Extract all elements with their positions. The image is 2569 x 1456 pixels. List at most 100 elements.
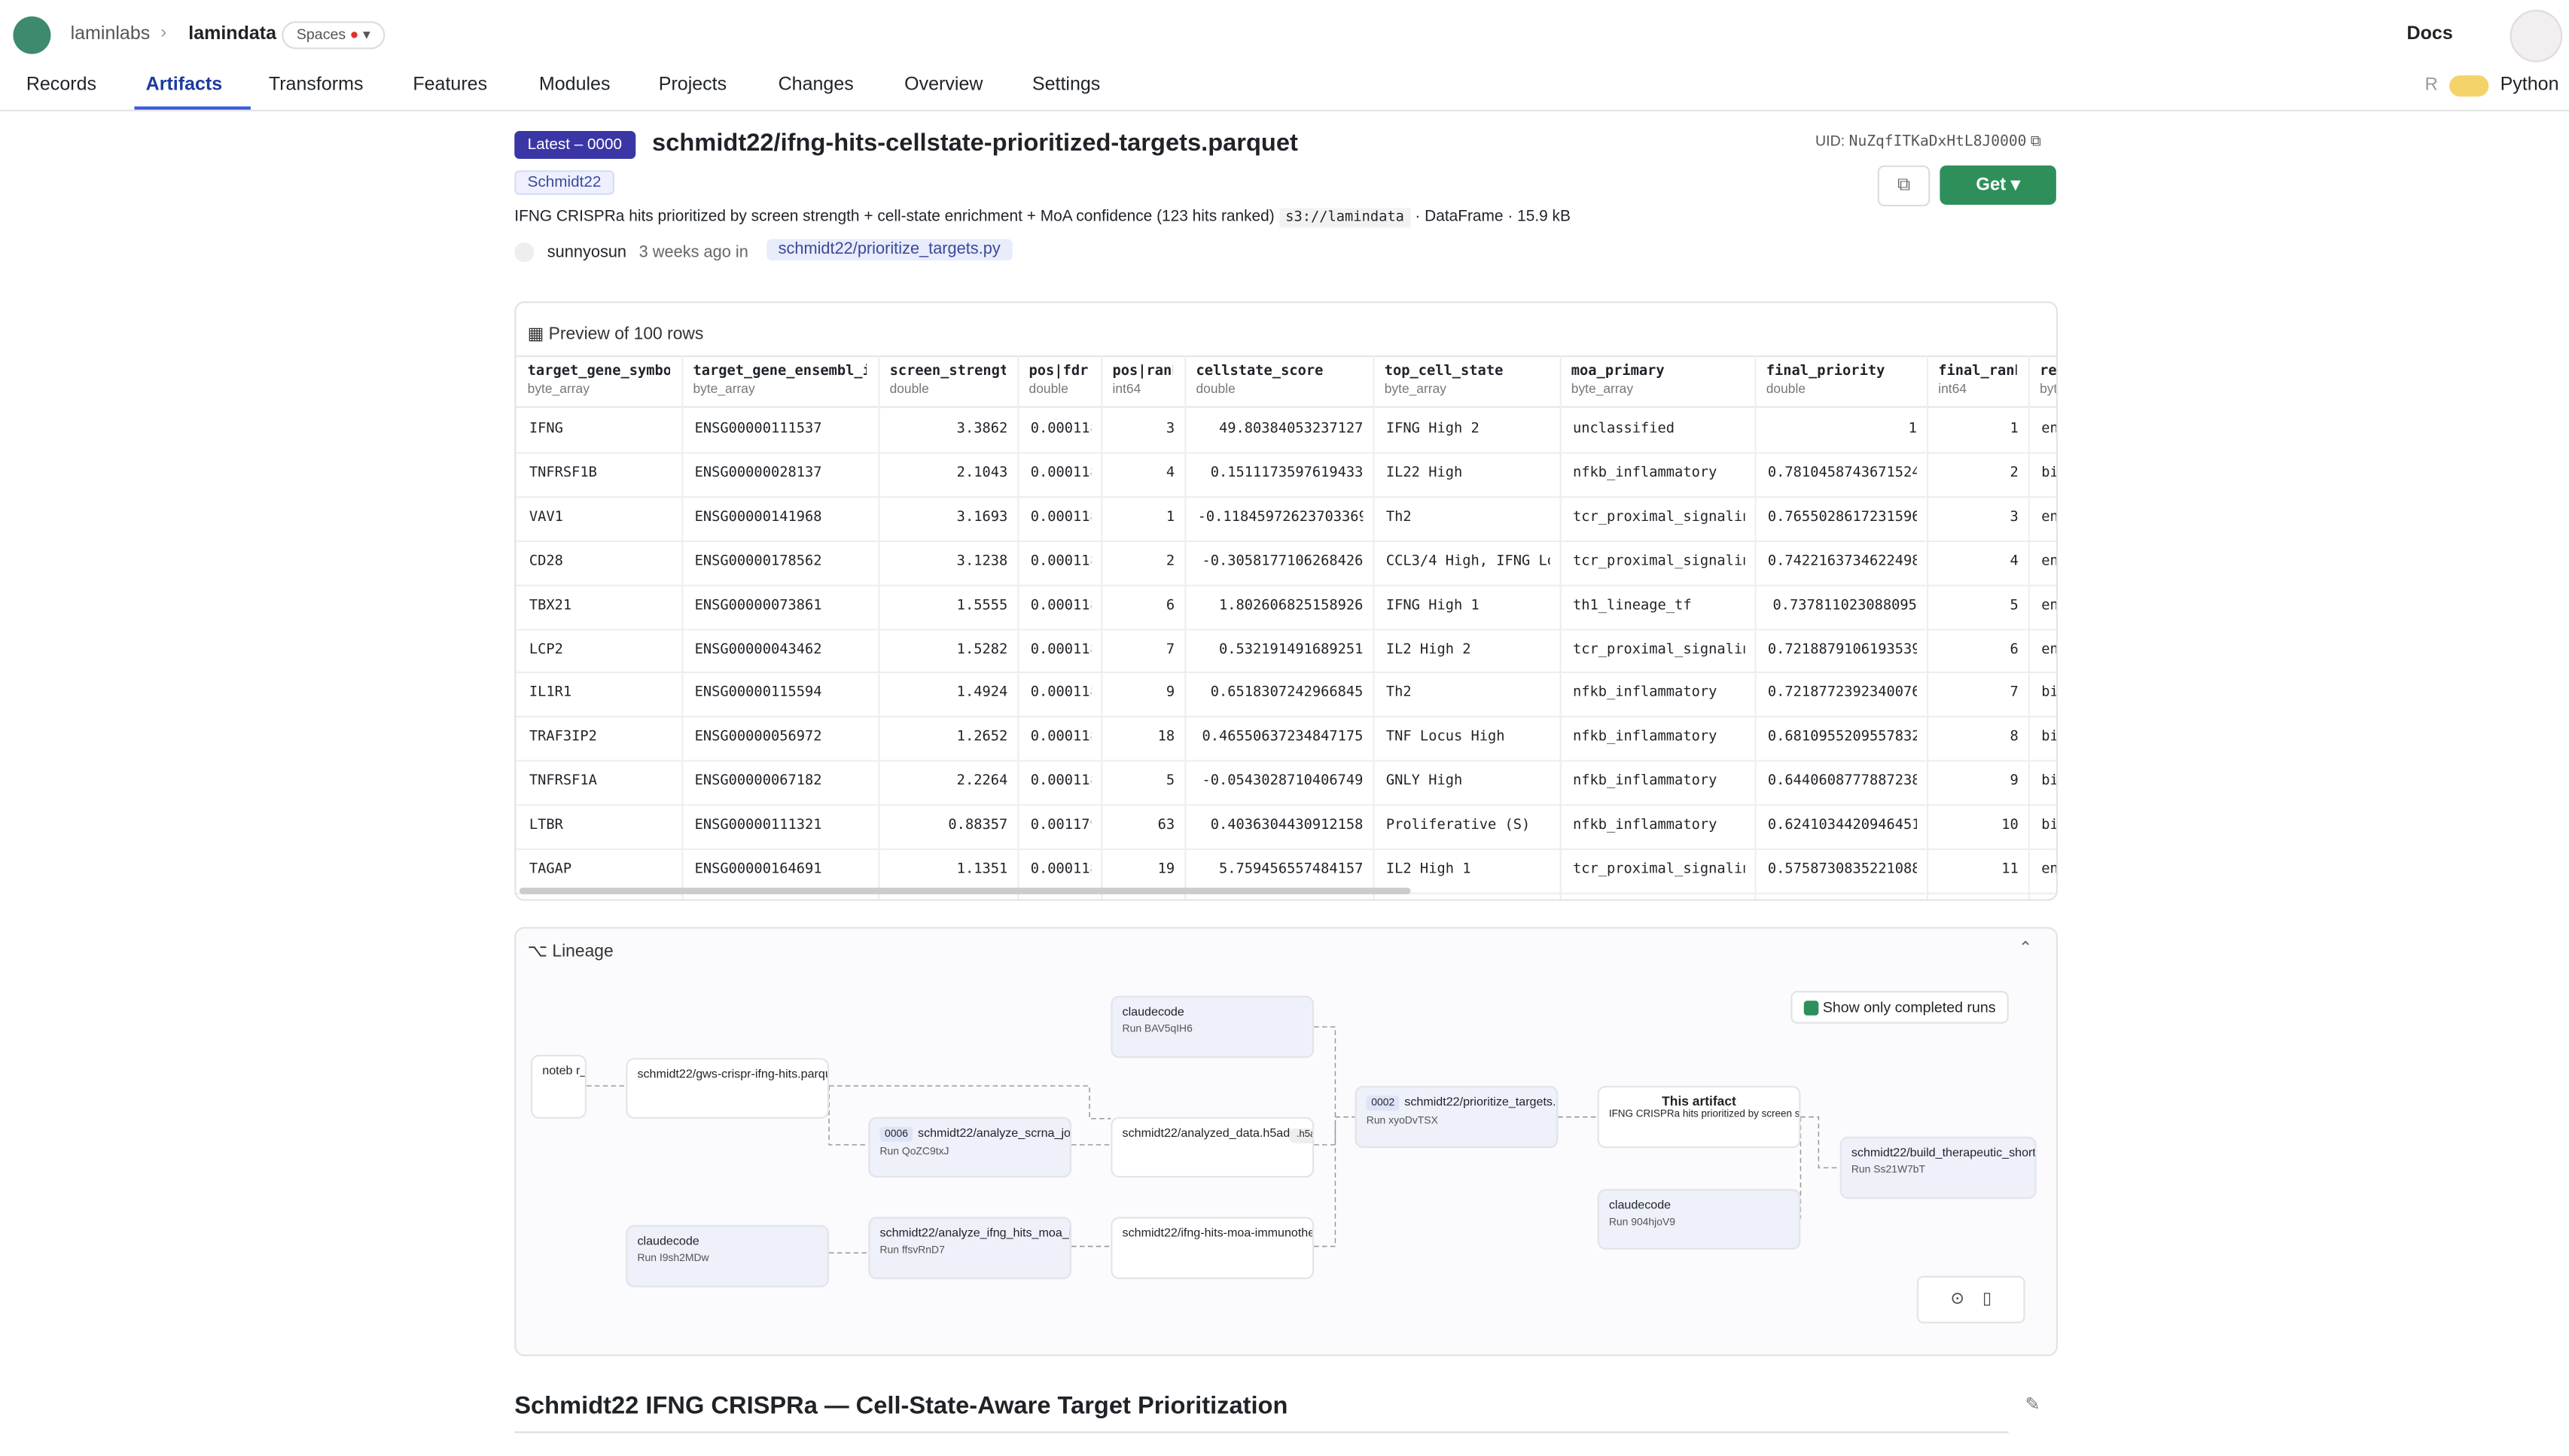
table-cell: ENSG00000164691 <box>694 861 822 879</box>
nav-tab[interactable]: Records <box>26 75 97 96</box>
uid-label: UID: <box>1815 133 1845 149</box>
get-button[interactable]: Get ▾ <box>1940 165 2056 205</box>
column-divider <box>1373 355 1375 900</box>
column-divider <box>1926 355 1929 900</box>
column-type: int64 <box>1112 381 1141 397</box>
nav-tab[interactable]: Modules <box>538 75 611 96</box>
table-cell: 2.2264 <box>956 773 1008 790</box>
node-version: 0006 <box>879 1126 913 1142</box>
active-tab-underline <box>134 106 251 110</box>
table-cell: eng <box>2041 509 2059 525</box>
nav-tab[interactable]: Settings <box>1032 75 1101 96</box>
copy-button[interactable]: ⧉ <box>1877 165 1931 207</box>
table-cell: 10 <box>2001 817 2019 834</box>
lineage-node[interactable]: 0006 schmidt22/analyze_scrna_joined_on_if… <box>868 1116 1072 1178</box>
table-cell: TNFRSF1A <box>529 773 597 790</box>
user[interactable]: sunnyosun <box>547 244 627 263</box>
collapse-button[interactable]: ⌃ <box>2018 940 2033 958</box>
artifact-title: schmidt22/ifng-hits-cellstate-prioritize… <box>652 129 1298 157</box>
nav-tab[interactable]: Features <box>413 75 488 96</box>
table-cell: 0.000118 <box>1030 553 1092 570</box>
column-divider <box>681 355 684 900</box>
version-badge[interactable]: Latest – 0000 <box>514 131 635 160</box>
spaces-button[interactable]: Spaces ● ▾ <box>282 21 386 50</box>
lineage-node[interactable]: claudecode Run BAV5qIH6 <box>1111 995 1315 1058</box>
node-run: Run QoZC9txJ <box>879 1146 949 1159</box>
lineage-node[interactable]: 0002 schmidt22/prioritize_targets.py Run x… <box>1355 1086 1559 1149</box>
table-cell: LTBR <box>529 817 563 834</box>
view-controls[interactable]: ⊙ ▯ <box>1916 1275 2025 1323</box>
nav-tab[interactable]: Transforms <box>268 75 364 96</box>
spaces-label: Spaces <box>296 26 346 43</box>
lang-toggle[interactable] <box>2449 75 2489 97</box>
preview-title: ▦ Preview of 100 rows <box>527 324 704 344</box>
column-header: cellstate_score <box>1196 363 1324 380</box>
row-divider <box>516 760 2056 763</box>
table-cell: -0.11845972623703369 <box>1197 509 1364 525</box>
table-cell: 3.3862 <box>956 421 1008 437</box>
table-cell: eng <box>2041 861 2059 879</box>
instance-link[interactable]: lamindata <box>188 24 277 44</box>
lang-python[interactable]: Python <box>2500 75 2559 96</box>
scrollbar[interactable] <box>519 888 1411 894</box>
uid: UID: NuZqfITKaDxHtL8J0000 ⧉ <box>1815 133 2041 151</box>
nav-tab[interactable]: Overview <box>904 75 983 96</box>
table-cell: 1.1351 <box>956 861 1008 879</box>
nav-tab[interactable]: Changes <box>778 75 854 96</box>
nav-border <box>0 109 2569 111</box>
table-cell: 1.5282 <box>956 641 1008 658</box>
docs-link[interactable]: Docs <box>2406 24 2453 44</box>
lang-r[interactable]: R <box>2424 75 2438 96</box>
lineage-node[interactable]: claudecode Run 904hjoV9 <box>1597 1189 1801 1250</box>
table-cell: 3 <box>1166 421 1175 437</box>
table-cell: 3 <box>2010 509 2019 525</box>
uid-value[interactable]: NuZqfITKaDxHtL8J0000 <box>1848 134 2027 151</box>
table-cell: 0.6518307242966845 <box>1210 685 1364 702</box>
lineage-node[interactable]: noteb r_if... <box>531 1055 587 1119</box>
node-label: claudecode <box>637 1233 699 1248</box>
filter-checkbox[interactable]: Show only completed runs <box>1790 991 2009 1024</box>
table-cell: bic <box>2041 465 2059 482</box>
table-cell: ENSG00000111537 <box>694 421 822 437</box>
column-type: double <box>1029 381 1068 397</box>
table-cell: 9 <box>1166 685 1175 702</box>
edit-button[interactable]: ✎ <box>2025 1395 2040 1415</box>
org-link[interactable]: laminlabs <box>70 24 151 44</box>
transform-link[interactable]: schmidt22/prioritize_targets.py <box>766 239 1012 260</box>
lineage-node[interactable]: This artifact IFNG CRISPRa hits prioritiz… <box>1597 1086 1801 1149</box>
table-cell: 0.5758730835221088 <box>1767 861 1917 879</box>
lineage-node[interactable]: claudecode Run I9sh2MDw <box>626 1225 830 1287</box>
table-cell: IL2 High 2 <box>1385 641 1471 658</box>
lineage-node[interactable]: schmidt22/analyze_ifng_hits_moa_immunoth… <box>868 1217 1072 1280</box>
preview-panel: ▦ Preview of 100 rows target_gene_symbol… <box>514 301 2059 901</box>
node-label: claudecode <box>1608 1197 1672 1212</box>
row-divider <box>516 804 2056 806</box>
column-header: target_gene_ensembl_id <box>693 363 867 380</box>
table-cell: 1.4924 <box>956 685 1008 702</box>
table-cell: ENSG00000178562 <box>694 553 822 570</box>
logo[interactable] <box>13 16 51 54</box>
space-chip[interactable]: Schmidt22 <box>514 170 614 195</box>
storage[interactable]: s3://lamindata <box>1278 208 1411 228</box>
node-run: Run ffsvRnD7 <box>879 1244 945 1256</box>
table-cell: ENSG00000028137 <box>694 465 822 482</box>
lineage-node[interactable]: schmidt22/ifng-hits-moa-immunotherapy-ma… <box>1111 1217 1315 1280</box>
node-label: noteb r_if... <box>542 1062 587 1078</box>
description: IFNG CRISPRa hits prioritized by screen … <box>514 208 1571 228</box>
table-cell: 0.001179 <box>1030 817 1092 834</box>
lineage-node[interactable]: schmidt22/gws-crispr-ifng-hits.parquet.p… <box>626 1058 830 1119</box>
node-label: claudecode <box>1122 1004 1184 1019</box>
table-cell: 5 <box>2010 597 2019 614</box>
nav-tab[interactable]: Projects <box>658 75 727 96</box>
column-type: double <box>889 381 929 397</box>
node-run: Run 904hjoV9 <box>1608 1217 1675 1229</box>
table-cell: -0.0543028710406749 <box>1202 773 1364 790</box>
nav-tab[interactable]: Artifacts <box>145 75 223 96</box>
avatar[interactable] <box>2510 10 2563 62</box>
table-cell: ENSG00000115594 <box>694 685 822 702</box>
column-header: target_gene_symbol <box>527 363 670 380</box>
table-cell: tcr_proximal_signaling <box>1572 861 1745 879</box>
lineage-node[interactable]: schmidt22/analyzed_data.h5ad.h5ad <box>1111 1116 1315 1178</box>
table-header-bg <box>516 355 2056 408</box>
lineage-node[interactable]: schmidt22/build_therapeutic_shortlist.py… <box>1839 1136 2037 1199</box>
